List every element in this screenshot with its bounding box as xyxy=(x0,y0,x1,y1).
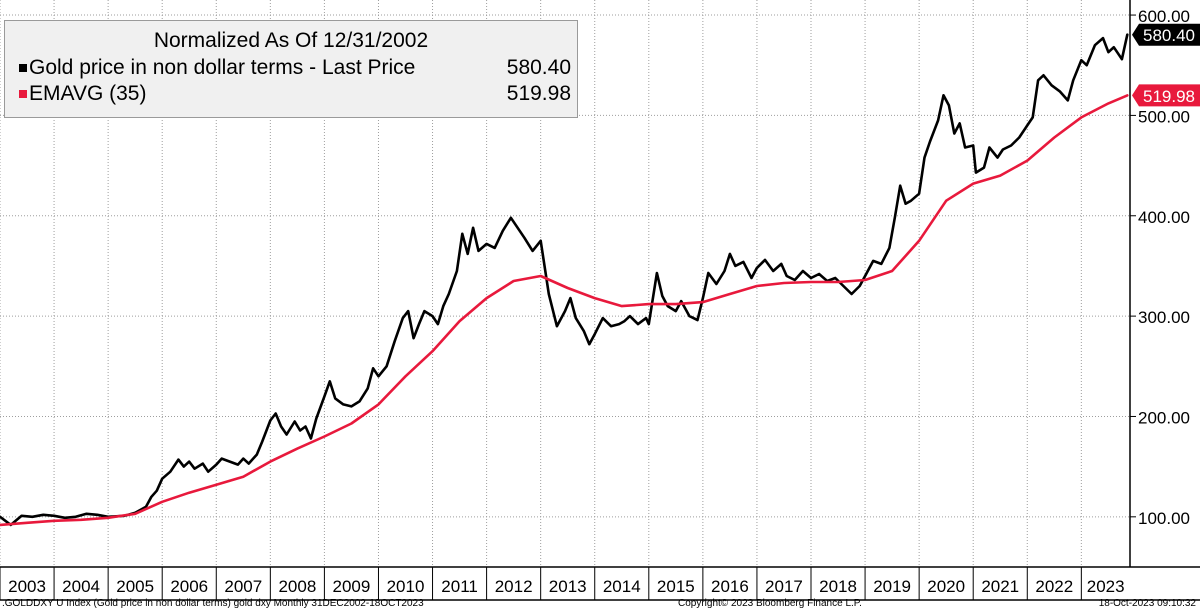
x-tick-label: 2020 xyxy=(927,577,965,596)
legend-entry-gold: Gold price in non dollar terms - Last Pr… xyxy=(19,55,571,81)
x-tick-label: 2016 xyxy=(711,577,749,596)
last-value-label-emavg: 519.98 xyxy=(1132,84,1200,107)
x-tick-label: 2003 xyxy=(8,577,46,596)
last-value-text: 519.98 xyxy=(1143,87,1195,106)
x-tick-label: 2008 xyxy=(278,577,316,596)
footer-source: .GOLDDXY U Index (Gold price in non doll… xyxy=(2,598,424,609)
x-tick-label: 2009 xyxy=(333,577,371,596)
x-tick-label: 2015 xyxy=(657,577,695,596)
legend-entry-emavg: EMAVG (35) 519.98 xyxy=(19,81,571,107)
legend-swatch-gold xyxy=(19,64,27,72)
y-tick-label: 200.00 xyxy=(1138,408,1190,427)
footer-timestamp: 18-Oct-2023 09:10:32 xyxy=(1098,598,1196,609)
x-tick-label: 2019 xyxy=(873,577,911,596)
legend-label-gold: Gold price in non dollar terms - Last Pr… xyxy=(29,56,416,79)
legend-label-emavg: EMAVG (35) xyxy=(29,82,147,105)
x-tick-label: 2022 xyxy=(1035,577,1073,596)
x-tick-label: 2005 xyxy=(116,577,154,596)
x-tick-label: 2013 xyxy=(549,577,587,596)
legend-title: Normalized As Of 12/31/2002 xyxy=(153,29,429,52)
chart-series xyxy=(0,33,1129,527)
x-tick-label: 2021 xyxy=(981,577,1019,596)
x-tick-label: 2014 xyxy=(603,577,641,596)
x-tick-label: 2018 xyxy=(819,577,857,596)
emavg-line xyxy=(0,94,1129,527)
gold-price-line xyxy=(0,33,1129,527)
last-value-text: 580.40 xyxy=(1143,26,1195,45)
y-tick-label: 400.00 xyxy=(1138,208,1190,227)
x-tick-label: 2004 xyxy=(62,577,100,596)
x-tick-label: 2006 xyxy=(170,577,208,596)
legend-swatch-emavg xyxy=(19,90,27,98)
y-tick-label: 500.00 xyxy=(1138,107,1190,126)
last-value-label-gold: 580.40 xyxy=(1132,23,1200,46)
x-tick-label: 2012 xyxy=(495,577,533,596)
y-tick-label: 600.00 xyxy=(1138,7,1190,26)
chart-labels: 580.40 519.98 xyxy=(1132,23,1200,107)
last-value-tag xyxy=(1132,84,1200,107)
y-tick-label: 300.00 xyxy=(1138,308,1190,327)
y-tick-label: 100.00 xyxy=(1138,509,1190,528)
legend-value-gold: 580.40 xyxy=(506,56,571,79)
x-tick-label: 2010 xyxy=(387,577,425,596)
legend-value-emavg: 519.98 xyxy=(506,82,571,105)
x-tick-label: 2011 xyxy=(441,577,478,596)
x-tick-label: 2023 xyxy=(1087,577,1125,596)
last-value-tag xyxy=(1132,23,1200,46)
chart-legend: Normalized As Of 12/31/2002 Gold price i… xyxy=(4,20,578,118)
footer-copyright: Copyright© 2023 Bloomberg Finance L.P. xyxy=(678,598,862,609)
x-tick-label: 2007 xyxy=(224,577,262,596)
x-tick-label: 2017 xyxy=(765,577,803,596)
